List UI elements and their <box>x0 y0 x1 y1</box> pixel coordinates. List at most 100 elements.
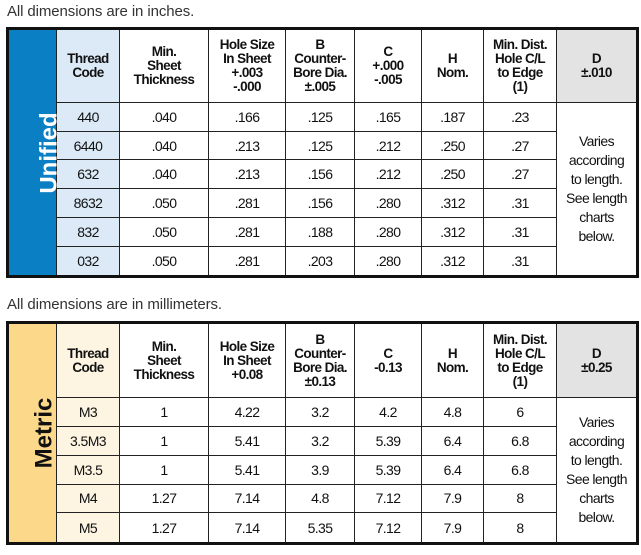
cell-thread-code: 8632 <box>56 188 120 218</box>
cell-hole-size: 7.14 <box>208 512 286 544</box>
cell-h-nom: .250 <box>421 130 484 161</box>
cell-counterbore-dia: 3.9 <box>285 454 355 485</box>
table-row: 440.040.166.125.165.187.23 Varies accordi… <box>8 102 638 277</box>
cell-hole-size: .166 <box>208 102 286 132</box>
cell-hole-size: 5.41 <box>208 454 286 485</box>
table-row: 6440.040.213.125.212.250.27 <box>8 130 638 161</box>
cell-c-dim: .280 <box>354 216 422 247</box>
header-min-sheet-thickness: Min. Sheet Thickness <box>119 28 209 103</box>
cell-h-nom: 7.9 <box>421 483 484 514</box>
cell-thread-code: 832 <box>56 216 120 247</box>
table-row: M3.5 1 5.41 3.9 5.39 6.4 6.8 <box>8 454 638 485</box>
unified-units-note: All dimensions are in inches. <box>7 3 195 20</box>
cell-min-sheet-thickness: 1.27 <box>119 512 209 544</box>
cell-thread-code: M5 <box>56 512 120 544</box>
metric-section-label: Metric <box>7 322 57 544</box>
cell-h-nom: 6.4 <box>421 425 484 456</box>
cell-min-sheet-thickness: .040 <box>119 159 209 190</box>
cell-min-dist-edge: .31 <box>483 245 557 278</box>
cell-hole-size: 5.41 <box>208 425 286 456</box>
cell-min-dist-edge: .23 <box>483 102 557 132</box>
header-min-dist-edge: Min. Dist. Hole C/L to Edge (1) <box>483 28 557 103</box>
cell-c-dim: 5.39 <box>354 425 422 456</box>
cell-thread-code: M3 <box>56 397 120 427</box>
cell-min-dist-edge: .27 <box>483 159 557 190</box>
cell-min-sheet-thickness: 1 <box>119 454 209 485</box>
cell-counterbore-dia: 3.2 <box>285 397 355 427</box>
cell-hole-size: .281 <box>208 216 286 247</box>
cell-min-sheet-thickness: .050 <box>119 245 209 278</box>
cell-h-nom: .187 <box>421 102 484 132</box>
header-counterbore-dia: B Counter- Bore Dia. ±0.13 <box>285 322 355 398</box>
cell-hole-size: 7.14 <box>208 483 286 514</box>
cell-h-nom: .250 <box>421 159 484 190</box>
cell-min-sheet-thickness: 1 <box>119 397 209 427</box>
cell-c-dim: .280 <box>354 188 422 218</box>
header-thread-code: Thread Code <box>56 322 120 398</box>
table-row: 032.050.281.203.280.312.31 <box>8 245 638 278</box>
cell-thread-code: 032 <box>56 245 120 278</box>
metric-dimensions-table: Metric Thread Code Min. Sheet Thickness Hol… <box>6 321 639 545</box>
cell-min-dist-edge: 6.8 <box>483 454 557 485</box>
table-row: M3 1 4.22 3.2 4.2 4.8 6 Varies according to len… <box>8 397 638 544</box>
cell-counterbore-dia: .203 <box>285 245 355 278</box>
cell-h-nom: .312 <box>421 216 484 247</box>
cell-hole-size: 4.22 <box>208 397 286 427</box>
cell-hole-size: .213 <box>208 130 286 161</box>
cell-counterbore-dia: 3.2 <box>285 425 355 456</box>
cell-min-dist-edge: .31 <box>483 216 557 247</box>
cell-thread-code: M3.5 <box>56 454 120 485</box>
cell-counterbore-dia: .125 <box>285 130 355 161</box>
cell-h-nom: .312 <box>421 245 484 278</box>
header-hole-size: Hole Size In Sheet +.003 -.000 <box>208 28 286 103</box>
header-hole-size: Hole Size In Sheet +0.08 <box>208 322 286 398</box>
cell-h-nom: 6.4 <box>421 454 484 485</box>
header-row: Unified Thread Code Min. Sheet Thickness Ho… <box>7 28 638 277</box>
header-c-dim: C +.000 -.005 <box>354 28 422 103</box>
table-row: 3.5M3 1 5.41 3.2 5.39 6.4 6.8 <box>8 425 638 456</box>
header-h-nom: H Nom. <box>421 322 484 398</box>
header-min-sheet-thickness: Min. Sheet Thickness <box>119 322 209 398</box>
cell-hole-size: .281 <box>208 245 286 278</box>
cell-min-sheet-thickness: .040 <box>119 102 209 132</box>
table-row: 832.050.281.188.280.312.31 <box>8 216 638 247</box>
metric-units-note: All dimensions are in millimeters. <box>7 296 223 313</box>
cell-thread-code: 6440 <box>56 130 120 161</box>
header-h-nom: H Nom. <box>421 28 484 103</box>
table-row: M5 1.27 7.14 5.35 7.12 7.9 8 <box>8 512 638 544</box>
cell-min-sheet-thickness: .040 <box>119 130 209 161</box>
cell-min-dist-edge: .31 <box>483 188 557 218</box>
cell-min-dist-edge: 6 <box>483 397 557 427</box>
cell-thread-code: 3.5M3 <box>56 425 120 456</box>
cell-counterbore-dia: .188 <box>285 216 355 247</box>
cell-min-dist-edge: .27 <box>483 130 557 161</box>
cell-counterbore-dia: 4.8 <box>285 483 355 514</box>
cell-thread-code: M4 <box>56 483 120 514</box>
table-row: 8632.050.281.156.280.312.31 <box>8 188 638 218</box>
cell-counterbore-dia: .156 <box>285 159 355 190</box>
cell-c-dim: .212 <box>354 130 422 161</box>
cell-h-nom: 7.9 <box>421 512 484 544</box>
cell-hole-size: .213 <box>208 159 286 190</box>
cell-c-dim: .280 <box>354 245 422 278</box>
cell-h-nom: .312 <box>421 188 484 218</box>
header-row: Metric Thread Code Min. Sheet Thickness Hol… <box>7 322 638 544</box>
cell-min-sheet-thickness: 1.27 <box>119 483 209 514</box>
table-row: 632.040.213.156.212.250.27 <box>8 159 638 190</box>
cell-min-dist-edge: 6.8 <box>483 425 557 456</box>
cell-min-sheet-thickness: .050 <box>119 216 209 247</box>
cell-h-nom: 4.8 <box>421 397 484 427</box>
cell-c-dim: 7.12 <box>354 512 422 544</box>
header-counterbore-dia: B Counter- Bore Dia. ±.005 <box>285 28 355 103</box>
cell-counterbore-dia: .125 <box>285 102 355 132</box>
cell-c-dim: 7.12 <box>354 483 422 514</box>
header-d-dim: D ±0.25 <box>556 322 638 398</box>
section-label-text: Unified <box>35 111 63 194</box>
cell-c-dim: 4.2 <box>354 397 422 427</box>
unified-dimensions-table: Unified Thread Code Min. Sheet Thickness Ho… <box>6 27 639 278</box>
header-min-dist-edge: Min. Dist. Hole C/L to Edge (1) <box>483 322 557 398</box>
cell-c-dim: .212 <box>354 159 422 190</box>
cell-counterbore-dia: .156 <box>285 188 355 218</box>
cell-thread-code: 440 <box>56 102 120 132</box>
table-row: M4 1.27 7.14 4.8 7.12 7.9 8 <box>8 483 638 514</box>
